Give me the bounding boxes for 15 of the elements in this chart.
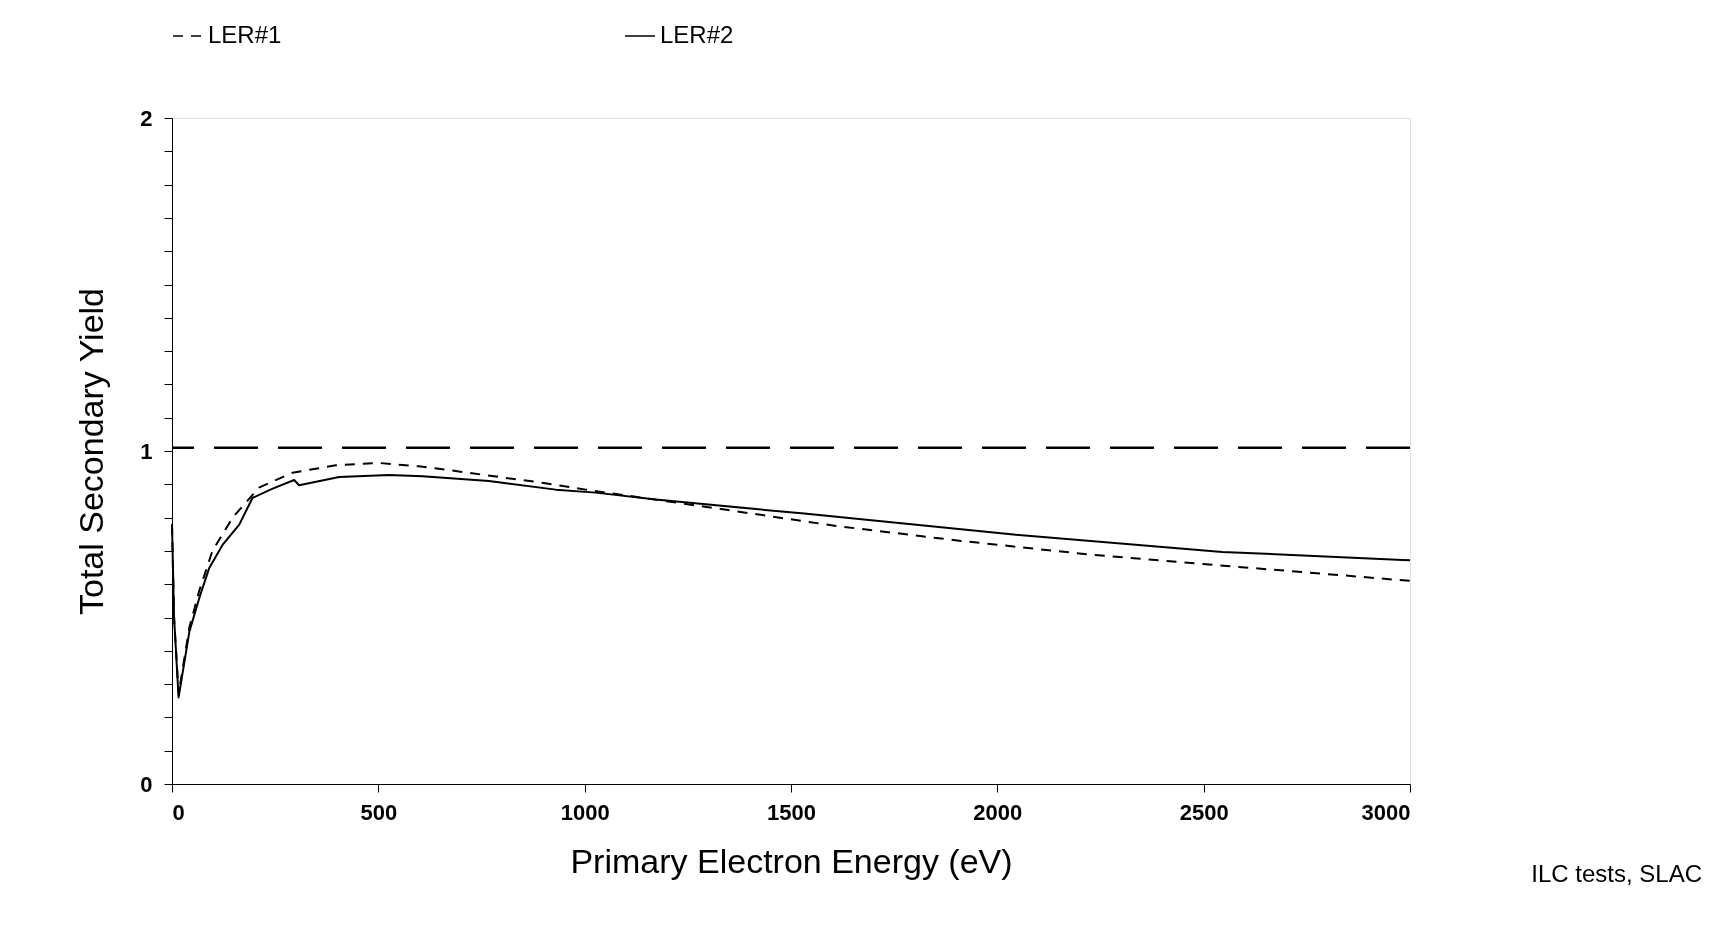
x-tick-label: 2500 — [1179, 799, 1229, 825]
x-tick-label: 3000 — [1361, 799, 1411, 825]
text: ILC tests, SLAC — [1531, 860, 1702, 887]
y-axis-title: Total Secondary Yield — [72, 288, 111, 615]
y-tick-label: 0 — [140, 771, 153, 797]
y-tick-label: 2 — [140, 105, 153, 131]
legend-label: LER#2 — [660, 21, 734, 48]
x-tick-label: 1000 — [560, 799, 610, 825]
x-tick-label: 500 — [360, 799, 398, 825]
x-axis-title: Primary Electron Energy (eV) — [570, 841, 1013, 880]
x-tick-label: 0 — [172, 799, 185, 825]
x-tick-label: 2000 — [973, 799, 1023, 825]
y-tick-label: 1 — [140, 438, 153, 464]
legend-label: LER#1 — [208, 21, 282, 48]
x-tick-label: 1500 — [767, 799, 816, 825]
